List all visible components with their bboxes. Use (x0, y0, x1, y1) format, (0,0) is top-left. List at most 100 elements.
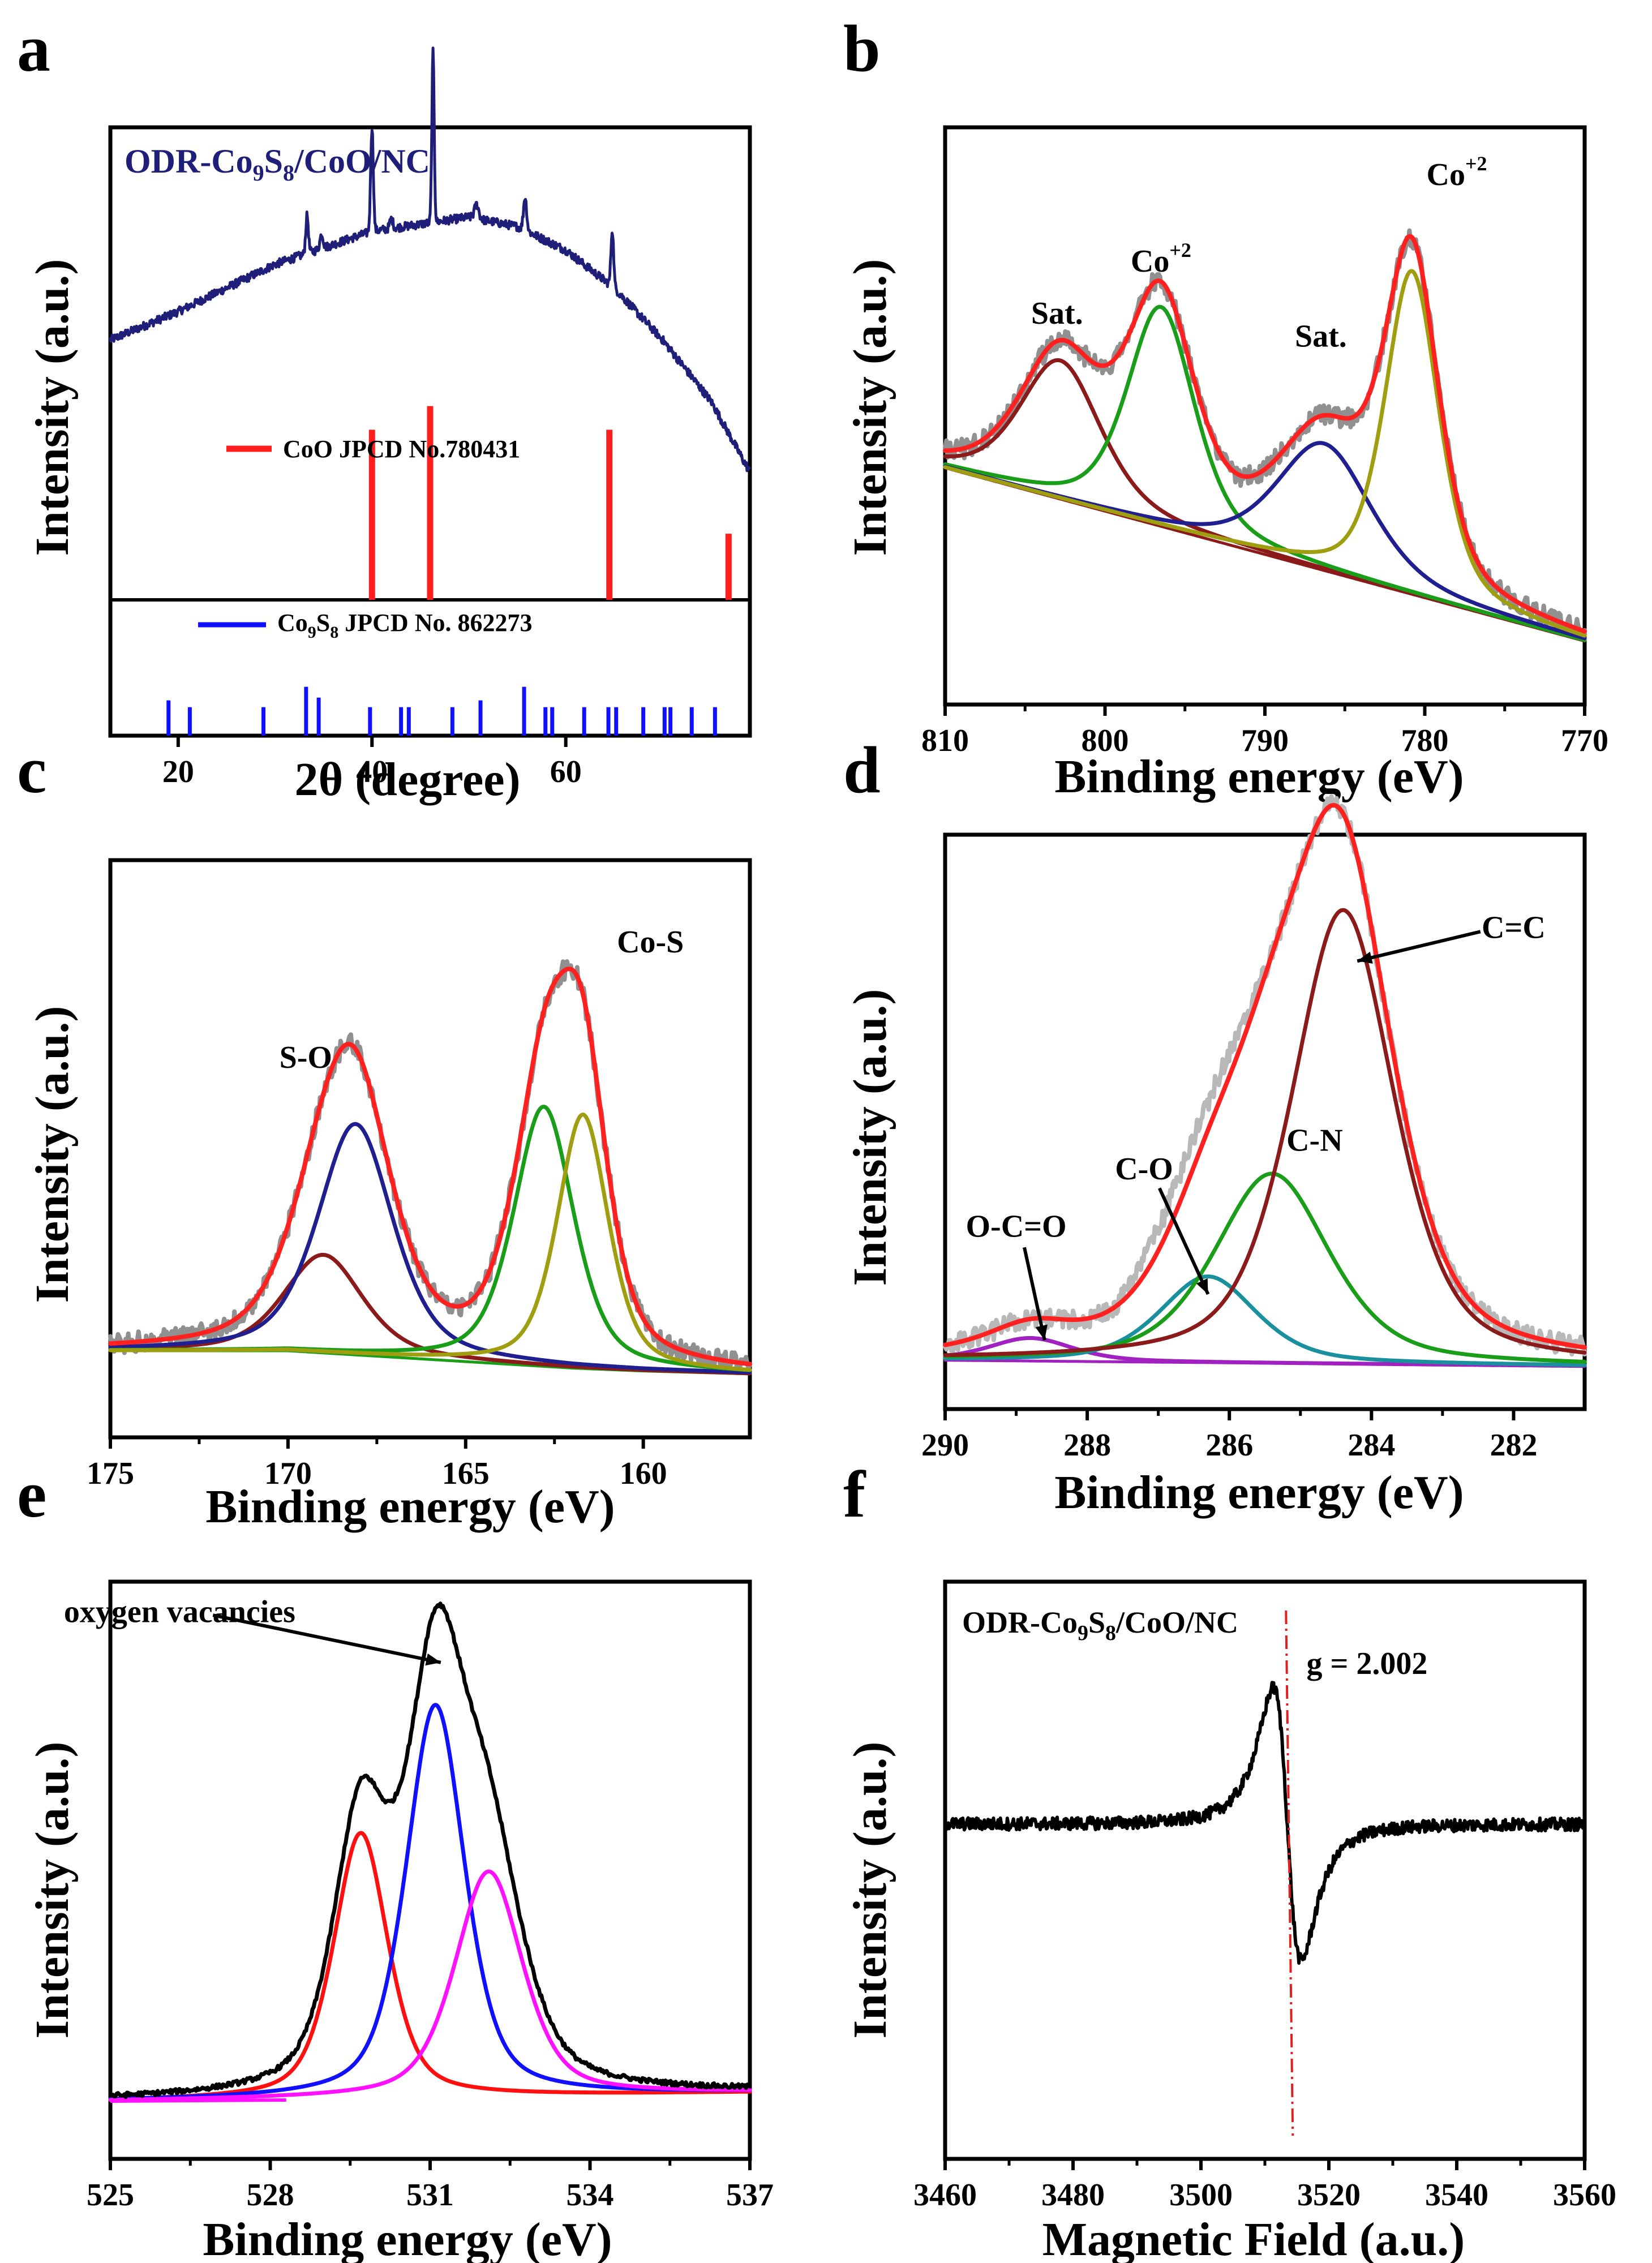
panel-b-xlabel: Binding energy (eV) (1054, 750, 1464, 803)
panel-d-annotation-arrowhead (1196, 1278, 1208, 1294)
panel-e-xtick-label: 531 (406, 2178, 454, 2213)
panel-a-title-part: 8 (283, 160, 294, 186)
panel-d-annotation-arrowhead (1357, 951, 1373, 964)
panel-label-c: c (17, 733, 46, 807)
panel-c-envelope (108, 967, 752, 1367)
panel-d-annotation-text: C-O (1115, 1152, 1173, 1187)
panel-d-annotation-arrowhead (1035, 1324, 1048, 1341)
panel-a-legend-co9s8-part: S (316, 609, 330, 637)
panel-a-legend-co9s8-part: JPCD No. 862273 (338, 609, 532, 637)
panel-a-ylabel: Intensity (a.u.) (26, 259, 79, 556)
panel-b-frame (943, 125, 1587, 707)
panel-b-annotation-text: Sat. (1031, 296, 1083, 331)
panel-b-annotation-3: Sat. (1295, 319, 1347, 354)
panel-e-baseline-line (110, 2098, 286, 2103)
panel-a-legend-co9s8-part: Co (277, 609, 308, 637)
panel-d-frame (943, 832, 1587, 1411)
panel-d-annotation-text: C=C (1482, 911, 1546, 946)
panel-f-xlabel: Magnetic Field (a.u.) (1042, 2213, 1465, 2263)
panel-label-f: f (843, 1457, 866, 1531)
panel-d-component-2 (943, 1274, 1587, 1367)
panel-a-title: ODR-Co9S8/CoO/NC (125, 143, 430, 186)
panel-d-annotation-3: C-N (1286, 1123, 1343, 1158)
panel-b-component-4 (943, 269, 1587, 638)
panel-b-envelope (943, 234, 1587, 634)
panel-a-xtick-label: 60 (550, 754, 582, 789)
panel-d: d Intensity (a.u.) Binding energy (eV) (843, 733, 1464, 1519)
panel-d-envelope (943, 802, 1587, 1350)
panel-b-xtick-label: 770 (1561, 723, 1608, 758)
panel-e-xtick-label: 525 (87, 2178, 134, 2213)
panel-f-title: ODR-Co9S8/CoO/NC (962, 1605, 1238, 1645)
panel-d-xtick-label: 284 (1348, 1428, 1395, 1463)
panel-a-legend-co9s8-part: 9 (308, 623, 316, 642)
panel-a-legend-co9s8-label: Co9S8 JPCD No. 862273 (277, 609, 532, 642)
panel-e-xlabel: Binding energy (eV) (203, 2213, 612, 2263)
panel-a-frame (108, 125, 752, 738)
panel-f-title-part: S (1088, 1605, 1105, 1639)
panel-a-title-part: 9 (253, 160, 264, 186)
panel-e-ylabel: Intensity (a.u.) (26, 1741, 79, 2038)
panel-d-annotation-arrow (1023, 1247, 1046, 1341)
panel-d-axes: 290 288 286 284 282 (921, 832, 1587, 1463)
panel-d-annotation-arrow (1357, 930, 1481, 963)
panel-c-annotation-text: Co-S (617, 925, 684, 960)
panel-c-xlabel: Binding energy (eV) (205, 1480, 615, 1533)
panel-f-title-part: 9 (1078, 1621, 1088, 1645)
panel-d-xtick-label: 290 (921, 1428, 969, 1463)
panel-d-xtick-label: 282 (1490, 1428, 1537, 1463)
panel-a-xtick-label: 40 (356, 754, 388, 789)
panel-e-plot: oxygen vacancies (64, 1594, 752, 2102)
panel-d-annotation-arrow (1157, 1187, 1210, 1295)
panel-f-axes: 3460 3480 3500 3520 3540 3560 (913, 1579, 1616, 2213)
panel-e-annotation-arrowhead (425, 1653, 441, 1666)
panel-b-axes: 810 800 790 780 770 (921, 125, 1608, 758)
panel-e-component-3 (108, 1869, 752, 2102)
panel-label-b: b (843, 11, 881, 85)
panel-f-xtick-label: 3560 (1553, 2178, 1616, 2213)
panel-a-xtick-label: 20 (162, 754, 194, 789)
panel-e-xtick-label: 537 (726, 2178, 774, 2213)
panel-label-a: a (17, 11, 50, 85)
panel-label-d: d (843, 733, 881, 807)
panel-c-component-2 (108, 1122, 752, 1375)
panel-b-xtick-label: 790 (1241, 723, 1289, 758)
panel-d-xlabel: Binding energy (eV) (1054, 1466, 1464, 1519)
panel-c-xtick-label: 175 (87, 1456, 134, 1491)
panel-b-annotation-2: Co+2 (1131, 239, 1191, 279)
panel-e-envelope (108, 1601, 752, 2099)
panel-a-legend-co9s8-part: 8 (330, 623, 338, 642)
panel-e-xtick-label: 528 (247, 2178, 294, 2213)
panel-f-plot: g = 2.002 ODR-Co9S8/CoO/NC (943, 1605, 1586, 2136)
panel-b: b Intensity (a.u.) Binding energy (eV) (843, 11, 1464, 803)
panel-b-annotation-sup: +2 (1465, 152, 1487, 175)
panel-e-baseline (110, 2098, 286, 2103)
panel-c-axes: 175 170 165 160 (87, 858, 752, 1491)
panel-a-xrd-pattern (109, 46, 751, 473)
panel-c-ylabel: Intensity (a.u.) (26, 1006, 79, 1303)
panel-b-annotation-4: Co+2 (1427, 152, 1487, 192)
panel-e-frame (108, 1579, 752, 2161)
panel-f-epr-signal (943, 1681, 1586, 1965)
panel-f-title-part: /CoO/NC (1115, 1605, 1238, 1639)
panel-f-title-part: ODR-Co (962, 1605, 1078, 1639)
panel-e-annotation-arrow (212, 1613, 441, 1664)
panel-c-plot: S-O Co-S (108, 925, 752, 1376)
panel-d-annotation-text: O-C=O (966, 1209, 1066, 1244)
panel-b-plot: Sat. Co+2 Sat. Co+2 (943, 152, 1587, 643)
panel-f-xtick-label: 3480 (1041, 2178, 1105, 2213)
panel-b-annotation-text: Co (1427, 157, 1465, 192)
panel-b-annotation-text: Sat. (1295, 319, 1347, 354)
panel-c-xtick-label: 160 (620, 1456, 667, 1491)
panel-a-plot: 20 40 60 ODR-Co9S8/CoO/NC CoO JPCD No.780431… (108, 46, 752, 789)
panel-b-annotation-1: Sat. (1031, 296, 1083, 331)
panel-d-annotation-2: C-O (1115, 1152, 1173, 1187)
panel-f: f Intensity (a.u.) Magnetic Field (a.u.) (843, 1457, 1465, 2263)
panel-f-xtick-label: 3520 (1297, 2178, 1361, 2213)
panel-b-component-2 (943, 304, 1587, 642)
panel-a-legend-coo-label: CoO JPCD No.780431 (283, 435, 520, 463)
panel-e: e Intensity (a.u.) Binding energy (eV) (17, 1457, 612, 2263)
panel-d-xtick-label: 286 (1205, 1428, 1253, 1463)
panel-f-xtick-label: 3500 (1169, 2178, 1233, 2213)
panel-a-title-part: /CoO/NC (294, 143, 430, 180)
